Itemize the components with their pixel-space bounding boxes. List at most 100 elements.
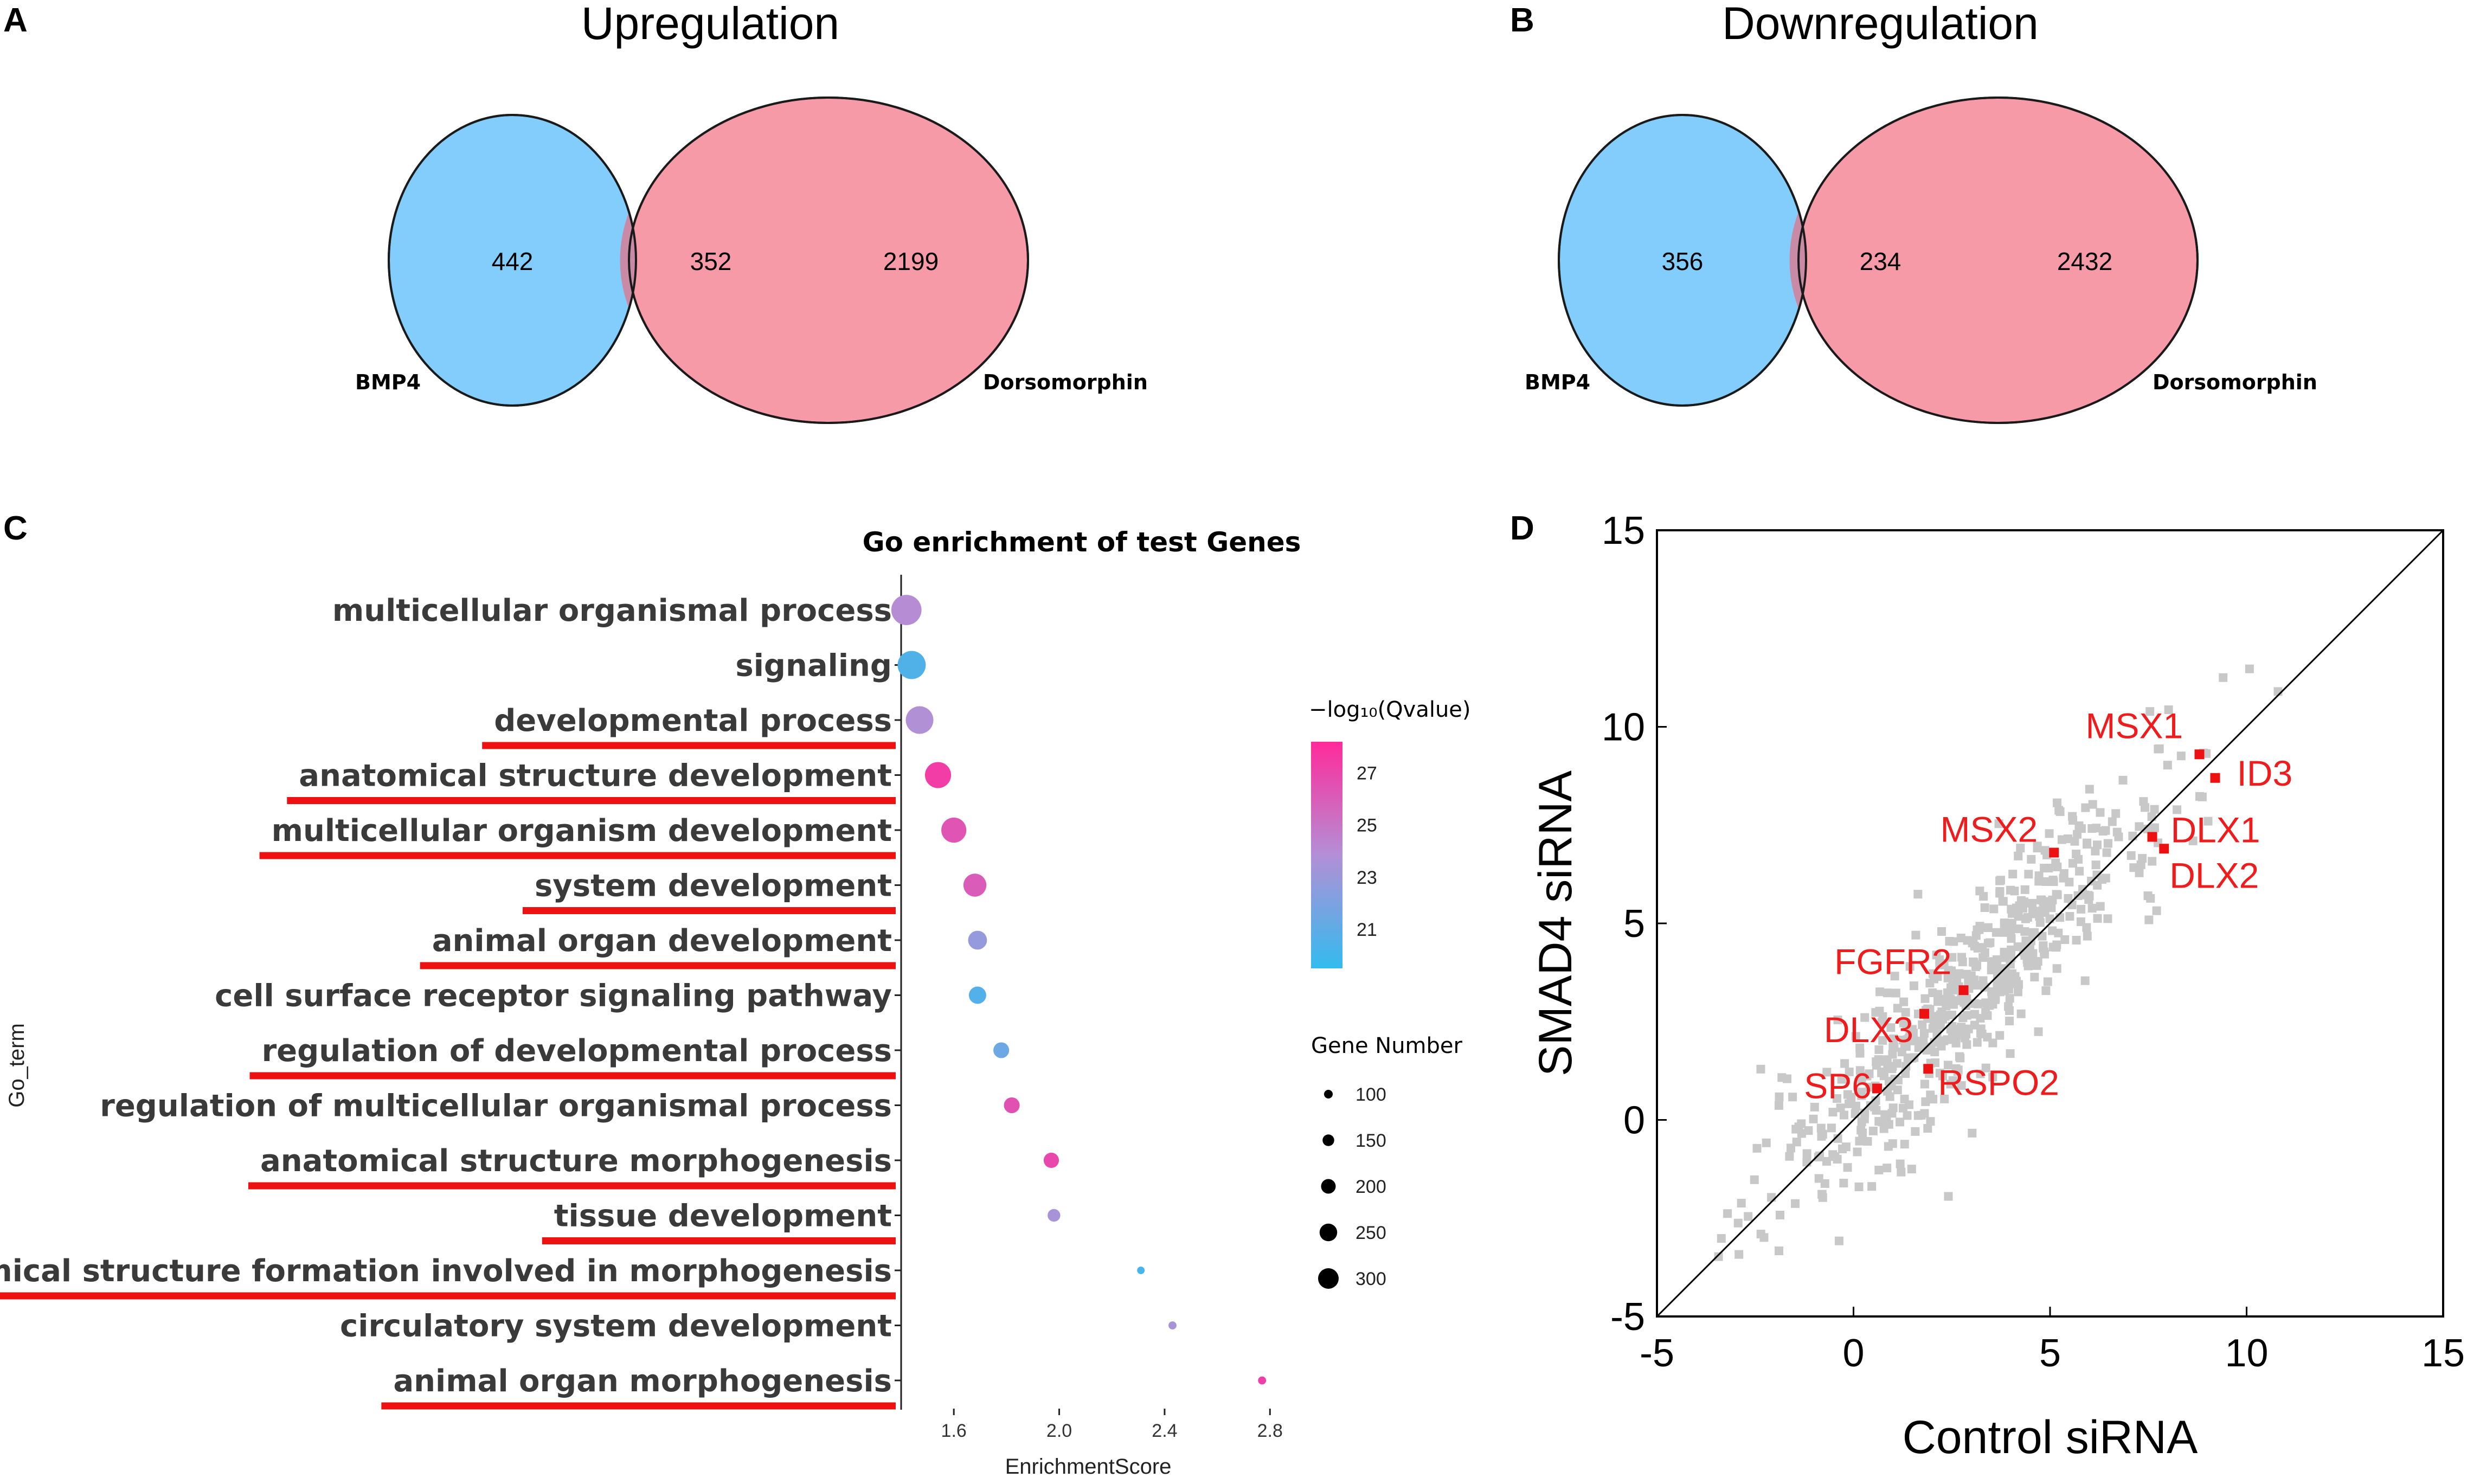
scatter-point xyxy=(1833,1134,1842,1143)
scatter-x-tick-label: 10 xyxy=(2225,1332,2268,1375)
scatter-point xyxy=(2020,885,2029,894)
scatter-point xyxy=(1887,1109,1897,1118)
scatter-point xyxy=(1836,1103,1845,1113)
scatter-point xyxy=(2054,928,2063,937)
scatter-point xyxy=(2163,761,2172,770)
scatter-point xyxy=(1899,997,1909,1006)
gene-label: DLX2 xyxy=(2169,855,2259,895)
size-legend-label: 100 xyxy=(1355,1084,1386,1105)
scatter-point xyxy=(2024,959,2033,968)
scatter-point xyxy=(1896,1159,1905,1168)
scatter-point xyxy=(2034,877,2044,886)
scatter-point xyxy=(2150,805,2159,814)
scatter-point xyxy=(2103,914,2112,923)
gene-label: RSPO2 xyxy=(1938,1062,2059,1102)
venn-b-overlap-count: 234 xyxy=(1860,247,1901,275)
size-legend-label: 200 xyxy=(1355,1177,1386,1197)
scatter-point xyxy=(1856,1088,1866,1097)
go-term-label: multicellular organismal process xyxy=(332,593,892,628)
venn-b-left-label: BMP4 xyxy=(1525,370,1590,394)
scatter-point xyxy=(1973,1038,1982,1047)
scatter-point xyxy=(2044,863,2053,872)
scatter-point xyxy=(2139,797,2148,806)
scatter-point xyxy=(1888,1050,1897,1059)
scatter-point xyxy=(1855,1136,1864,1146)
scatter-point xyxy=(1913,1111,1923,1120)
scatter-point xyxy=(2072,935,2081,945)
venn-a-left-label: BMP4 xyxy=(355,370,421,394)
scatter-point xyxy=(1737,1199,1746,1208)
scatter-point xyxy=(1838,1144,1847,1153)
scatter-point xyxy=(2077,904,2086,914)
scatter-point xyxy=(2051,858,2060,868)
scatter-point xyxy=(1762,1138,1771,1147)
scatter-point xyxy=(1787,1143,1796,1153)
go-term-label: anatomical structure formation involved … xyxy=(0,1254,892,1289)
panel-letter-a: A xyxy=(3,2,28,39)
scatter-point xyxy=(2101,826,2110,835)
scatter-point xyxy=(1902,1022,1911,1031)
scatter-point xyxy=(2034,1027,2043,1036)
venn-b-right-label: Dorsomorphin xyxy=(2153,370,2317,394)
scatter-point xyxy=(2083,838,2092,847)
scatter-point xyxy=(2040,949,2049,959)
scatter-point xyxy=(2021,936,2031,946)
scatter-point xyxy=(1970,1010,1979,1019)
scatter-point xyxy=(1852,1101,1861,1110)
go-term-label: cell surface receptor signaling pathway xyxy=(215,979,892,1014)
scatter-point xyxy=(1889,1034,1898,1043)
scatter-point xyxy=(1987,987,1996,996)
scatter-point xyxy=(2129,863,2138,872)
scatter-point xyxy=(1875,987,1885,997)
go-dot xyxy=(968,930,987,950)
scatter-point xyxy=(1874,1045,1884,1054)
venn-a-left-outline xyxy=(388,114,637,407)
go-dot xyxy=(968,986,986,1004)
scatter-point xyxy=(1935,1069,1944,1078)
scatter-point xyxy=(1733,1218,1743,1228)
scatter-point xyxy=(2013,987,2022,997)
scatter-point xyxy=(2004,974,2013,984)
scatter-point xyxy=(1883,988,1892,998)
scatter-highlight-points: MSX1 ID3 DLX1 DLX2 MSX2 FGFR2 DLX3 RSPO2 SP6 xyxy=(1804,705,2292,1106)
scatter-y-tick-label: 15 xyxy=(1602,509,1645,553)
scatter-highlight-point xyxy=(2159,844,2169,854)
scatter-point xyxy=(1926,1117,1935,1126)
panel-c: C Go enrichment of test Genes Go_term mu… xyxy=(0,510,1471,1479)
scatter-point xyxy=(1946,1024,1955,1033)
size-legend-title: Gene Number xyxy=(1311,1033,1463,1058)
scatter-point xyxy=(2016,1009,2026,1018)
scatter-point xyxy=(1995,889,2005,898)
scatter-point xyxy=(1717,1234,1726,1243)
scatter-point xyxy=(1989,904,1999,914)
scatter-point xyxy=(1957,969,1966,979)
scatter-point xyxy=(1879,1124,1888,1133)
panel-a: A Upregulation 442 352 2199 BMP4 Dorsomo… xyxy=(3,0,1148,424)
scatter-point xyxy=(2118,775,2128,785)
scatter-point xyxy=(1802,1149,1811,1158)
venn-a-overlap-count: 352 xyxy=(690,247,732,275)
scatter-point xyxy=(1834,1236,1843,1245)
scatter-point xyxy=(1933,997,1943,1006)
scatter-point xyxy=(1936,1018,1945,1027)
scatter-point xyxy=(2081,803,2090,812)
scatter-point xyxy=(1978,976,1988,985)
go-x-tick-label: 2.8 xyxy=(1257,1421,1283,1441)
scatter-point xyxy=(2006,960,2015,969)
scatter-point xyxy=(1980,982,1989,992)
scatter-point xyxy=(2007,904,2016,914)
scatter-point xyxy=(2075,866,2084,876)
scatter-point xyxy=(1752,1143,1762,1153)
scatter-point xyxy=(1918,1020,1927,1029)
go-dot xyxy=(924,762,952,788)
scatter-point xyxy=(1920,1080,1929,1089)
scatter-point xyxy=(1948,1011,1957,1020)
scatter-point xyxy=(1860,1108,1869,1117)
scatter-point xyxy=(1845,1067,1854,1076)
go-term-labels: multicellular organismal process signalin… xyxy=(0,593,901,1410)
scatter-point xyxy=(1900,1140,1909,1149)
scatter-point xyxy=(1983,923,1993,932)
scatter-point xyxy=(1951,1064,1961,1073)
scatter-point xyxy=(2015,901,2024,910)
